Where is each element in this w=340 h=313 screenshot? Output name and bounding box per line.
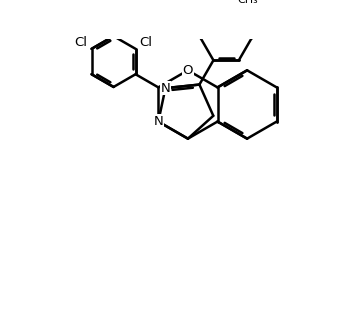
Text: N: N: [153, 115, 163, 128]
Text: Cl: Cl: [74, 36, 87, 49]
Text: Cl: Cl: [140, 36, 153, 49]
Text: CH₃: CH₃: [238, 0, 258, 5]
Text: N: N: [160, 82, 170, 95]
Text: O: O: [183, 64, 193, 77]
